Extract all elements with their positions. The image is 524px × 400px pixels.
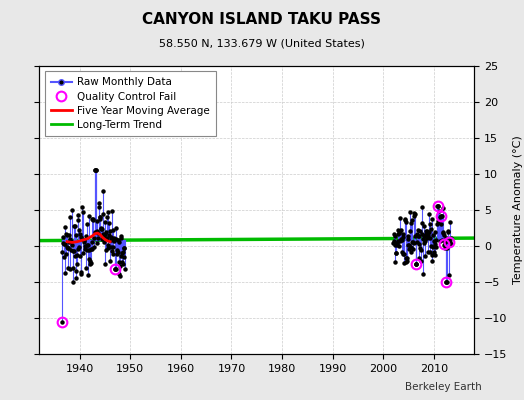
Legend: Raw Monthly Data, Quality Control Fail, Five Year Moving Average, Long-Term Tren: Raw Monthly Data, Quality Control Fail, … (45, 71, 216, 136)
Text: 58.550 N, 133.679 W (United States): 58.550 N, 133.679 W (United States) (159, 38, 365, 48)
Y-axis label: Temperature Anomaly (°C): Temperature Anomaly (°C) (513, 136, 523, 284)
Text: Berkeley Earth: Berkeley Earth (406, 382, 482, 392)
Text: CANYON ISLAND TAKU PASS: CANYON ISLAND TAKU PASS (143, 12, 381, 27)
